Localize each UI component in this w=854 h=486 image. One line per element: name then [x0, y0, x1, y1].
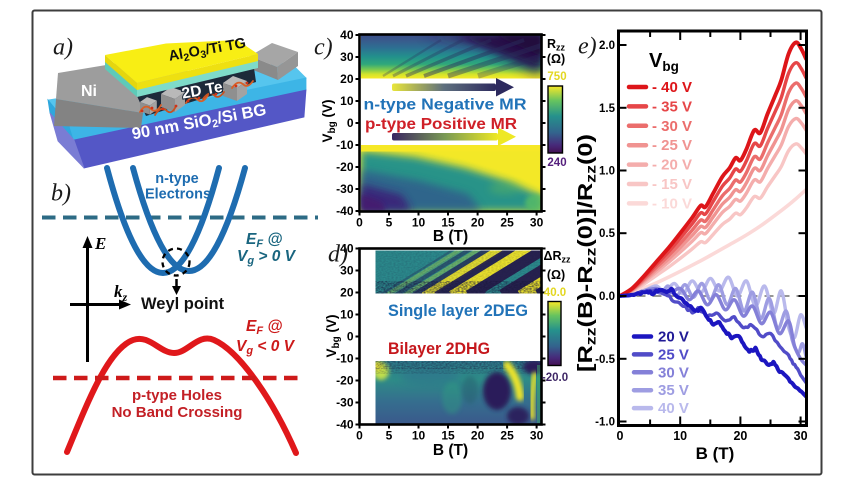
- svg-text:1.5: 1.5: [599, 103, 616, 115]
- svg-text:20: 20: [340, 286, 354, 300]
- svg-text:0: 0: [617, 429, 624, 443]
- svg-text:10: 10: [340, 308, 354, 322]
- svg-text:30: 30: [794, 429, 808, 443]
- svg-text:2.0: 2.0: [599, 40, 615, 52]
- svg-text:40 V: 40 V: [658, 400, 689, 417]
- svg-text:B (T): B (T): [433, 228, 468, 245]
- svg-text:(Ω): (Ω): [547, 268, 565, 282]
- svg-text:Single layer 2DEG: Single layer 2DEG: [388, 302, 528, 320]
- svg-text:Ni: Ni: [81, 83, 97, 100]
- svg-text:5: 5: [386, 429, 393, 443]
- svg-text:EF @: EF @: [246, 318, 283, 337]
- svg-text:- 40 V: - 40 V: [652, 79, 692, 96]
- svg-text:b): b): [51, 181, 71, 207]
- svg-text:-20: -20: [336, 374, 354, 388]
- svg-text:1.0: 1.0: [599, 166, 615, 178]
- svg-text:25 V: 25 V: [658, 346, 689, 363]
- svg-text:30: 30: [340, 50, 354, 64]
- svg-text:- 25 V: - 25 V: [652, 137, 692, 154]
- svg-text:-40: -40: [336, 418, 354, 432]
- svg-text:25: 25: [500, 216, 514, 230]
- svg-text:- 35 V: - 35 V: [652, 98, 692, 115]
- svg-text:10: 10: [412, 216, 426, 230]
- svg-text:-10: -10: [336, 138, 354, 152]
- svg-text:20: 20: [471, 216, 485, 230]
- svg-text:35 V: 35 V: [658, 382, 689, 399]
- svg-text:-1.0: -1.0: [595, 417, 615, 429]
- svg-text:a): a): [53, 35, 73, 61]
- svg-text:- 15 V: - 15 V: [652, 176, 692, 193]
- svg-text:0: 0: [347, 116, 354, 130]
- svg-text:750: 750: [547, 71, 566, 83]
- svg-text:0: 0: [356, 216, 363, 230]
- svg-text:- 20 V: - 20 V: [652, 157, 692, 174]
- svg-text:5: 5: [386, 216, 393, 230]
- svg-text:30: 30: [340, 264, 354, 278]
- svg-text:30 V: 30 V: [658, 364, 689, 381]
- svg-text:Vg < 0 V: Vg < 0 V: [236, 338, 296, 357]
- svg-text:B (T): B (T): [696, 444, 735, 463]
- svg-text:-0.5: -0.5: [595, 354, 615, 366]
- svg-text:- 10 V: - 10 V: [652, 195, 692, 212]
- svg-text:20: 20: [340, 72, 354, 86]
- svg-text:30: 30: [530, 216, 544, 230]
- svg-text:p-type Holes: p-type Holes: [132, 387, 222, 404]
- svg-text:E: E: [94, 234, 106, 253]
- svg-text:10: 10: [412, 429, 426, 443]
- svg-text:-10: -10: [336, 352, 354, 366]
- svg-text:20: 20: [733, 429, 747, 443]
- svg-text:10: 10: [673, 429, 687, 443]
- svg-text:d): d): [328, 242, 348, 268]
- svg-text:40.0: 40.0: [544, 287, 566, 299]
- svg-text:0: 0: [356, 429, 363, 443]
- svg-text:20 V: 20 V: [658, 329, 689, 346]
- svg-text:Electrons: Electrons: [145, 187, 211, 203]
- svg-text:EF @: EF @: [246, 231, 283, 250]
- svg-text:No Band Crossing: No Band Crossing: [112, 404, 243, 421]
- svg-text:25: 25: [500, 429, 514, 443]
- svg-text:c): c): [314, 35, 333, 61]
- svg-text:B (T): B (T): [433, 442, 468, 459]
- svg-text:-30: -30: [336, 182, 354, 196]
- svg-text:(Ω): (Ω): [547, 52, 565, 66]
- svg-text:n-type Negative MR: n-type Negative MR: [364, 97, 527, 114]
- svg-text:- 30 V: - 30 V: [652, 118, 692, 135]
- svg-text:-20: -20: [336, 160, 354, 174]
- svg-text:-20.0: -20.0: [542, 372, 568, 384]
- svg-text:10: 10: [340, 94, 354, 108]
- svg-text:40: 40: [340, 242, 354, 256]
- svg-text:240: 240: [547, 157, 566, 169]
- svg-text:Vg > 0 V: Vg > 0 V: [237, 248, 297, 267]
- svg-text:15: 15: [441, 429, 455, 443]
- svg-text:0.5: 0.5: [599, 228, 616, 240]
- svg-text:e): e): [578, 34, 597, 60]
- svg-text:-40: -40: [336, 204, 354, 218]
- svg-text:n-type: n-type: [155, 171, 199, 187]
- svg-text:0: 0: [347, 330, 354, 344]
- svg-text:40: 40: [340, 28, 354, 42]
- svg-text:20: 20: [471, 429, 485, 443]
- svg-text:p-type Positive MR: p-type Positive MR: [365, 116, 517, 133]
- svg-text:Bilayer 2DHG: Bilayer 2DHG: [388, 340, 490, 358]
- svg-text:-30: -30: [336, 396, 354, 410]
- svg-text:15: 15: [441, 216, 455, 230]
- svg-text:30: 30: [530, 429, 544, 443]
- svg-text:Weyl point: Weyl point: [141, 295, 225, 313]
- svg-text:[Rzz(B)-Rzz(0)]/Rzz(0): [Rzz(B)-Rzz(0)]/Rzz(0): [575, 134, 599, 372]
- svg-text:0.0: 0.0: [599, 291, 615, 303]
